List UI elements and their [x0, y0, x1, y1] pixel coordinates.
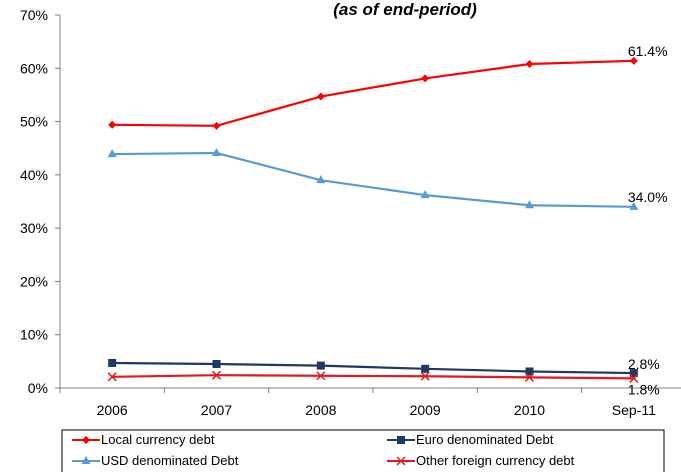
data-point [421, 74, 430, 83]
data-label: 1.8% [628, 381, 660, 397]
x-tick-label: 2008 [305, 402, 336, 418]
data-point [629, 201, 639, 210]
y-tick-label: 20% [20, 273, 48, 289]
data-point [629, 373, 639, 383]
data-point [212, 360, 221, 369]
data-point [82, 436, 90, 444]
data-label: 2.8% [628, 356, 660, 372]
data-point [525, 367, 534, 376]
series-line [112, 151, 634, 208]
data-point [108, 120, 117, 129]
data-point [316, 175, 326, 184]
legend-item: Other foreign currency debt [387, 453, 575, 468]
y-tick-label: 60% [20, 60, 48, 76]
data-point [316, 92, 325, 101]
data-point [107, 149, 117, 158]
legend-label: USD denominated Debt [101, 453, 239, 468]
legend-item: Euro denominated Debt [387, 432, 554, 447]
x-tick-label: 2006 [97, 402, 128, 418]
data-point [525, 200, 534, 209]
data-point [212, 148, 221, 157]
x-tick-label: Sep-11 [612, 402, 656, 418]
data-point [525, 60, 534, 69]
x-tick-label: 2009 [410, 402, 441, 418]
series-1: 2.8% [108, 356, 660, 378]
legend-label: Other foreign currency debt [416, 453, 575, 468]
data-point [316, 361, 325, 370]
legend: Local currency debt Euro denominated Debt… [61, 429, 665, 472]
series-line [112, 361, 634, 375]
series-3: 1.8% [107, 370, 660, 397]
data-point [211, 370, 222, 380]
legend-item: USD denominated Debt [72, 453, 239, 468]
data-label: 61.4% [628, 43, 668, 59]
series-line [112, 374, 634, 380]
data-point [397, 436, 405, 444]
legend-item: Local currency debt [72, 432, 215, 447]
chart-title: (as of end-period) [333, 0, 477, 19]
data-point [629, 56, 638, 65]
data-point [81, 456, 91, 464]
series-line [112, 59, 634, 127]
y-tick-label: 0% [28, 380, 48, 396]
data-point [107, 372, 117, 382]
data-point [420, 371, 430, 381]
legend-box [61, 429, 665, 472]
data-point [421, 364, 430, 373]
legend-label: Euro denominated Debt [416, 432, 554, 447]
y-tick-label: 30% [20, 220, 48, 236]
data-point [396, 456, 406, 466]
data-label: 34.0% [628, 189, 668, 205]
axes: 0% 10% 20% 30% 40% 50% 60% 70% 2006 2007 2008 2009 2… [20, 7, 681, 418]
data-point [316, 371, 326, 381]
x-tick-label: 2010 [514, 402, 545, 418]
y-tick-label: 70% [20, 7, 48, 23]
x-tick-label: 2007 [201, 402, 232, 418]
data-point [524, 372, 535, 382]
data-point [629, 369, 638, 378]
y-tick-label: 40% [20, 167, 48, 183]
y-tick-label: 50% [20, 114, 48, 130]
data-point [212, 121, 221, 130]
series-0: 61.4% [108, 43, 668, 130]
data-point [108, 358, 117, 367]
series-layer: 61.4% 2.8% 34.0% 1.8% [107, 43, 668, 397]
y-tick-label: 10% [20, 327, 48, 343]
legend-label: Local currency debt [101, 432, 215, 447]
data-point [420, 190, 430, 199]
series-2: 34.0% [107, 148, 668, 210]
